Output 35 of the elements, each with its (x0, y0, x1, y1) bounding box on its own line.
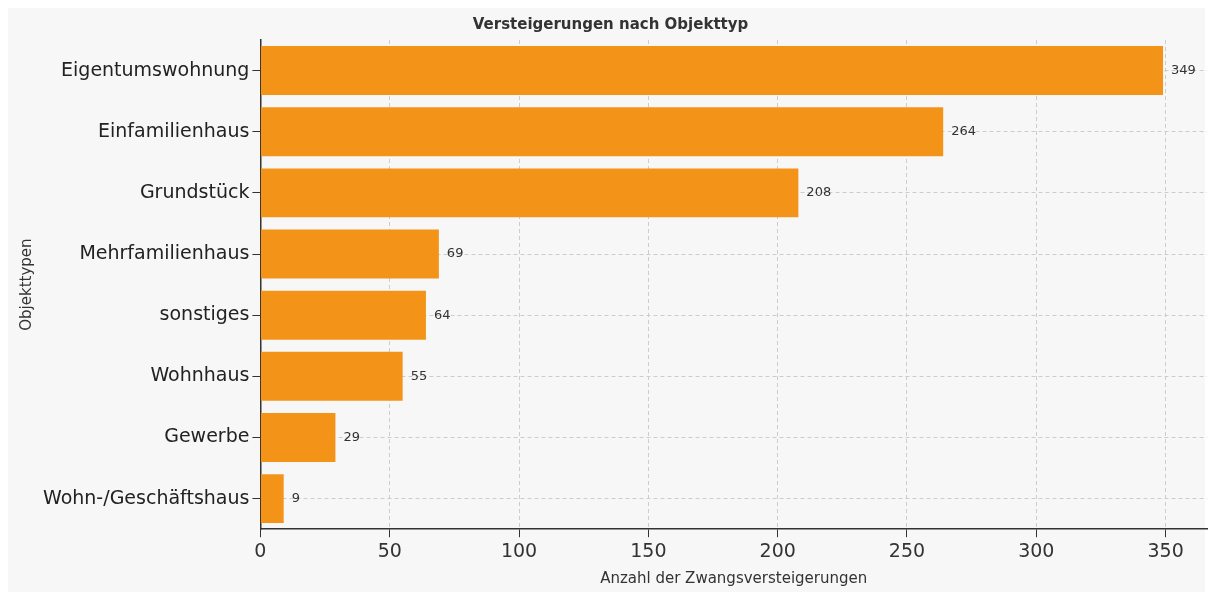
y-tick-label: Wohn-/Geschäftshaus (42, 485, 250, 508)
data-label: 208 (806, 184, 832, 200)
y-tick-label: Mehrfamilienhaus (79, 240, 250, 263)
y-axis-title: Objekttypen (16, 238, 35, 331)
y-tick-label: Einfamilienhaus (98, 118, 250, 141)
data-label: 264 (951, 123, 977, 139)
y-tick-label: Gewerbe (164, 424, 250, 447)
y-tick-label: Eigentumswohnung (61, 57, 250, 80)
bar (260, 290, 426, 340)
bar (260, 413, 336, 462)
x-tick-label: 50 (377, 538, 402, 561)
y-tick-label: Grundstück (139, 179, 250, 202)
x-tick-label: 200 (759, 538, 796, 561)
bar (260, 46, 1164, 96)
bar (260, 168, 799, 218)
x-tick-label: 300 (1018, 538, 1055, 561)
bar (260, 474, 284, 524)
data-label: 29 (343, 428, 360, 444)
bar (260, 351, 403, 401)
y-tick-label: Wohnhaus (150, 363, 250, 386)
x-axis-title: Anzahl der Zwangsversteigerungen (600, 568, 868, 587)
data-label: 349 (1171, 61, 1196, 77)
y-tick-label: sonstiges (159, 302, 250, 325)
data-label: 64 (433, 306, 451, 322)
bar (260, 107, 944, 157)
data-label: 9 (291, 490, 300, 505)
chart-title: Versteigerungen nach Objekttyp (472, 14, 749, 33)
x-tick-label: 250 (888, 538, 926, 561)
bar (260, 229, 439, 279)
x-tick-label: 350 (1147, 538, 1184, 561)
data-label: 69 (446, 245, 464, 261)
x-tick-label: 150 (630, 538, 667, 561)
x-tick-label: 100 (500, 538, 538, 561)
data-label: 55 (410, 367, 428, 383)
x-tick-label: 0 (254, 538, 267, 561)
